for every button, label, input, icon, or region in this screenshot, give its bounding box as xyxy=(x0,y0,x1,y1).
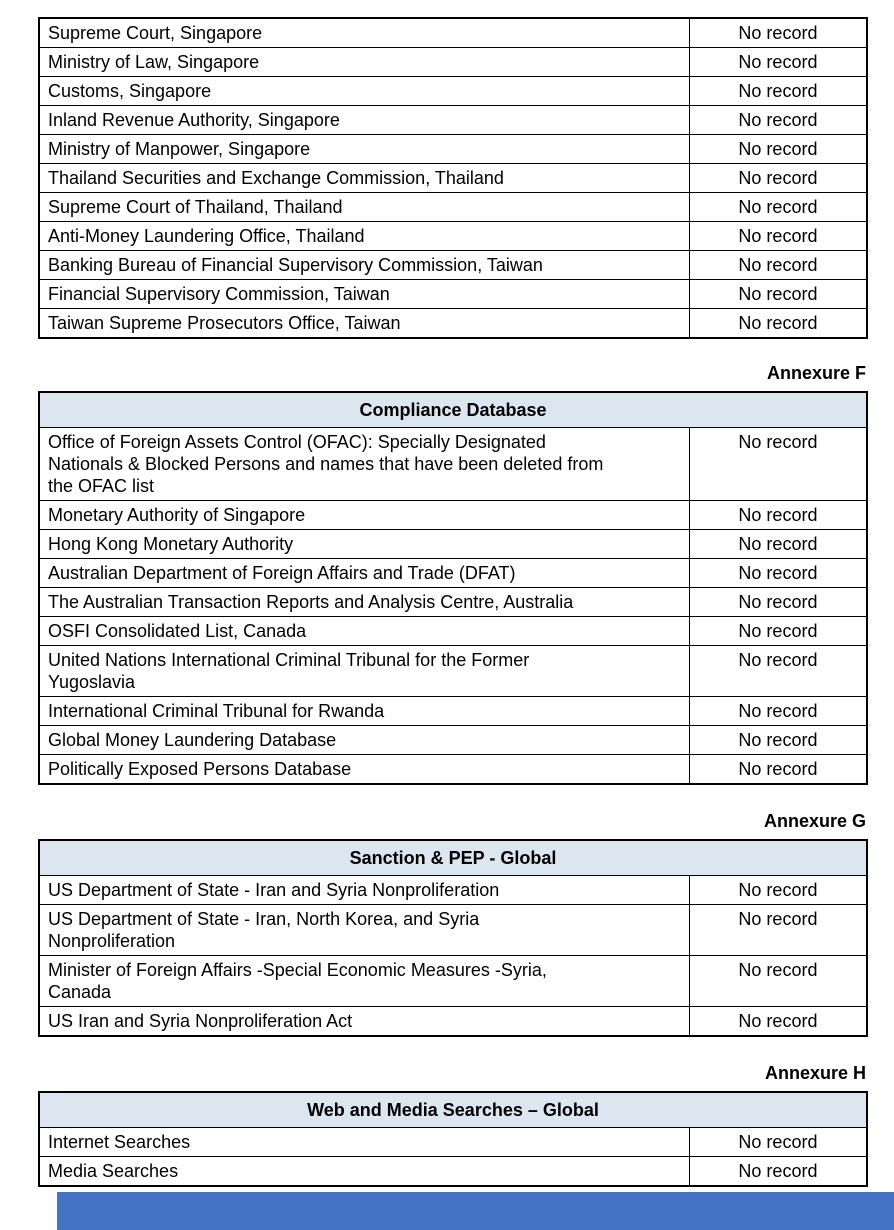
source-cell: Hong Kong Monetary Authority xyxy=(38,529,690,559)
source-cell: US Department of State - Iran, North Kor… xyxy=(38,904,690,956)
table-row: Supreme Court, Singapore No record xyxy=(38,17,868,48)
table-row: US Department of State - Iran, North Kor… xyxy=(38,904,868,956)
result-cell: No record xyxy=(688,279,868,309)
web-media-searches-table: Web and Media Searches – Global Internet … xyxy=(38,1091,868,1187)
annexure-label: Annexure F xyxy=(766,363,866,383)
source-cell: Supreme Court, Singapore xyxy=(38,17,690,48)
result-cell: No record xyxy=(688,500,868,530)
table-row: Thailand Securities and Exchange Commiss… xyxy=(38,163,868,193)
source-cell: Financial Supervisory Commission, Taiwan xyxy=(38,279,690,309)
result-cell: No record xyxy=(688,105,868,135)
source-cell: Anti-Money Laundering Office, Thailand xyxy=(38,221,690,251)
annexure-label: Annexure G xyxy=(763,811,866,831)
table-row: OSFI Consolidated List, Canada No record xyxy=(38,616,868,646)
result-cell: No record xyxy=(688,250,868,280)
table-row: United Nations International Criminal Tr… xyxy=(38,645,868,697)
table-header-row: Web and Media Searches – Global xyxy=(38,1091,868,1128)
result-cell: No record xyxy=(688,587,868,617)
result-cell: No record xyxy=(688,1156,868,1187)
regulatory-sources-table: Supreme Court, Singapore No record Ministr… xyxy=(38,17,868,339)
source-cell: Minister of Foreign Affairs -Special Eco… xyxy=(38,955,690,1007)
sanction-pep-global-table: Sanction & PEP - Global US Department of … xyxy=(38,839,868,1037)
result-cell: No record xyxy=(688,134,868,164)
source-cell: Ministry of Law, Singapore xyxy=(38,47,690,77)
result-cell: No record xyxy=(688,17,868,48)
source-cell: Global Money Laundering Database xyxy=(38,725,690,755)
source-cell: OSFI Consolidated List, Canada xyxy=(38,616,690,646)
table-row: Inland Revenue Authority, Singapore No re… xyxy=(38,105,868,135)
table-row: Office of Foreign Assets Control (OFAC):… xyxy=(38,427,868,501)
table-row: Ministry of Law, Singapore No record xyxy=(38,47,868,77)
source-cell: Taiwan Supreme Prosecutors Office, Taiwa… xyxy=(38,308,690,339)
screening-results-section: Supreme Court, Singapore No record Ministr… xyxy=(38,17,868,1187)
table-row: Banking Bureau of Financial Supervisory … xyxy=(38,250,868,280)
result-cell: No record xyxy=(688,47,868,77)
result-cell: No record xyxy=(688,696,868,726)
result-cell: No record xyxy=(688,192,868,222)
result-cell: No record xyxy=(688,725,868,755)
table-row: Anti-Money Laundering Office, Thailand No… xyxy=(38,221,868,251)
source-cell: Office of Foreign Assets Control (OFAC):… xyxy=(38,427,690,501)
table-row: Global Money Laundering Database No recor… xyxy=(38,725,868,755)
result-cell: No record xyxy=(688,427,868,501)
table-row: US Department of State - Iran and Syria … xyxy=(38,875,868,905)
source-cell: International Criminal Tribunal for Rwan… xyxy=(38,696,690,726)
source-cell: Supreme Court of Thailand, Thailand xyxy=(38,192,690,222)
table-title: Compliance Database xyxy=(38,391,868,428)
table-row: Hong Kong Monetary Authority No record xyxy=(38,529,868,559)
table-title: Sanction & PEP - Global xyxy=(38,839,868,876)
table-title: Web and Media Searches – Global xyxy=(38,1091,868,1128)
partial-next-table-header-bar xyxy=(57,1192,894,1230)
source-cell: Customs, Singapore xyxy=(38,76,690,106)
result-cell: No record xyxy=(688,1127,868,1157)
result-cell: No record xyxy=(688,1006,868,1037)
result-cell: No record xyxy=(688,558,868,588)
table-row: Internet Searches No record xyxy=(38,1127,868,1157)
result-cell: No record xyxy=(688,616,868,646)
table-row: Media Searches No record xyxy=(38,1156,868,1187)
table-row: Australian Department of Foreign Affairs… xyxy=(38,558,868,588)
table-row: Ministry of Manpower, Singapore No record xyxy=(38,134,868,164)
source-cell: Ministry of Manpower, Singapore xyxy=(38,134,690,164)
compliance-database-table: Compliance Database Office of Foreign Ass… xyxy=(38,391,868,785)
table-row: Politically Exposed Persons Database No r… xyxy=(38,754,868,785)
result-cell: No record xyxy=(688,955,868,1007)
table-row: Customs, Singapore No record xyxy=(38,76,868,106)
source-cell: United Nations International Criminal Tr… xyxy=(38,645,690,697)
source-cell: Inland Revenue Authority, Singapore xyxy=(38,105,690,135)
result-cell: No record xyxy=(688,529,868,559)
source-cell: Media Searches xyxy=(38,1156,690,1187)
result-cell: No record xyxy=(688,221,868,251)
table-row: The Australian Transaction Reports and A… xyxy=(38,587,868,617)
result-cell: No record xyxy=(688,904,868,956)
table-row: Taiwan Supreme Prosecutors Office, Taiwa… xyxy=(38,308,868,339)
table-row: Financial Supervisory Commission, Taiwan… xyxy=(38,279,868,309)
source-cell: Monetary Authority of Singapore xyxy=(38,500,690,530)
result-cell: No record xyxy=(688,645,868,697)
result-cell: No record xyxy=(688,754,868,785)
source-cell: Politically Exposed Persons Database xyxy=(38,754,690,785)
table-row: Supreme Court of Thailand, Thailand No re… xyxy=(38,192,868,222)
source-cell: Australian Department of Foreign Affairs… xyxy=(38,558,690,588)
table-row: US Iran and Syria Nonproliferation Act No… xyxy=(38,1006,868,1037)
result-cell: No record xyxy=(688,163,868,193)
table-row: Minister of Foreign Affairs -Special Eco… xyxy=(38,955,868,1007)
result-cell: No record xyxy=(688,76,868,106)
table-row: Monetary Authority of Singapore No record xyxy=(38,500,868,530)
source-cell: Banking Bureau of Financial Supervisory … xyxy=(38,250,690,280)
source-cell: The Australian Transaction Reports and A… xyxy=(38,587,690,617)
result-cell: No record xyxy=(688,875,868,905)
source-cell: Thailand Securities and Exchange Commiss… xyxy=(38,163,690,193)
table-header-row: Compliance Database xyxy=(38,391,868,428)
result-cell: No record xyxy=(688,308,868,339)
table-header-row: Sanction & PEP - Global xyxy=(38,839,868,876)
source-cell: US Department of State - Iran and Syria … xyxy=(38,875,690,905)
source-cell: US Iran and Syria Nonproliferation Act xyxy=(38,1006,690,1037)
annexure-label: Annexure H xyxy=(764,1063,866,1083)
source-cell: Internet Searches xyxy=(38,1127,690,1157)
table-row: International Criminal Tribunal for Rwan… xyxy=(38,696,868,726)
